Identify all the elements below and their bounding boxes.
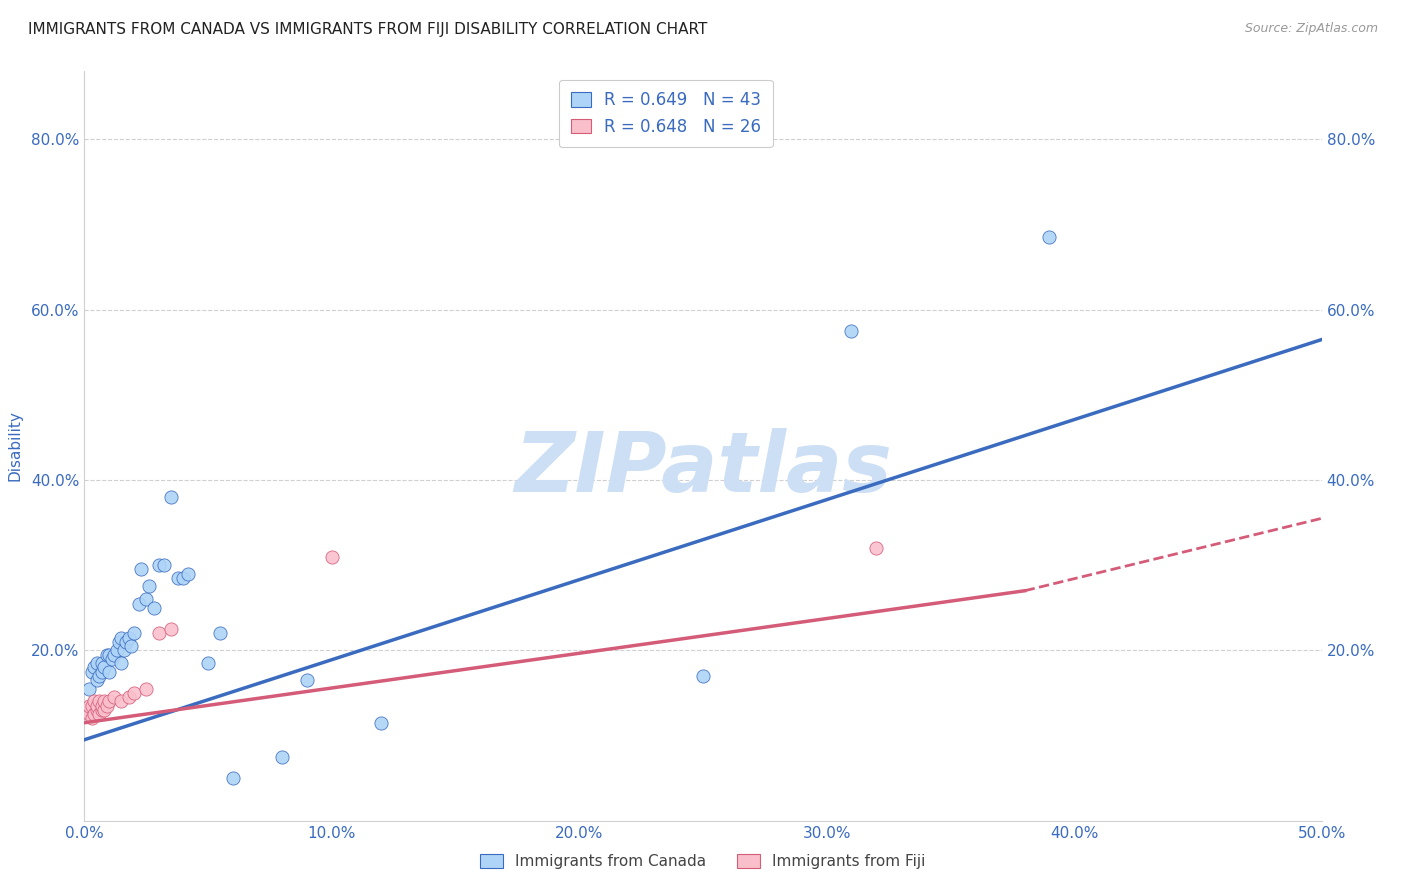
Point <box>79 681 101 696</box>
Point <box>110 694 132 708</box>
Point <box>98 648 121 662</box>
Point <box>80 711 103 725</box>
Point <box>115 635 138 649</box>
Point <box>86 698 108 713</box>
Point <box>80 698 103 713</box>
Point <box>79 707 101 722</box>
Point <box>135 592 157 607</box>
Point <box>148 626 170 640</box>
Point <box>222 771 245 785</box>
Point <box>100 652 122 666</box>
Point <box>89 707 111 722</box>
Point <box>122 686 145 700</box>
Point <box>295 673 318 688</box>
Point <box>96 648 118 662</box>
Point <box>79 698 101 713</box>
Point <box>89 669 111 683</box>
Point <box>80 665 103 679</box>
Point <box>128 597 150 611</box>
Point <box>135 681 157 696</box>
Point <box>90 665 112 679</box>
Point <box>118 690 141 705</box>
Point <box>90 698 112 713</box>
Point <box>122 626 145 640</box>
Point <box>152 558 174 573</box>
Point <box>172 571 194 585</box>
Point <box>841 324 863 338</box>
Point <box>96 698 118 713</box>
Point <box>112 643 135 657</box>
Point <box>160 622 183 636</box>
Point <box>86 673 108 688</box>
Point <box>83 707 105 722</box>
Point <box>865 541 887 556</box>
Point <box>692 669 714 683</box>
Point <box>83 694 105 708</box>
Point <box>120 639 142 653</box>
Point <box>138 580 160 594</box>
Point <box>90 656 112 670</box>
Point <box>129 562 152 576</box>
Point <box>167 571 190 585</box>
Point <box>89 694 111 708</box>
Y-axis label: Disability: Disability <box>7 410 22 482</box>
Text: IMMIGRANTS FROM CANADA VS IMMIGRANTS FROM FIJI DISABILITY CORRELATION CHART: IMMIGRANTS FROM CANADA VS IMMIGRANTS FRO… <box>28 22 707 37</box>
Legend: R = 0.649   N = 43, R = 0.648   N = 26: R = 0.649 N = 43, R = 0.648 N = 26 <box>560 79 773 147</box>
Point <box>86 656 108 670</box>
Point <box>110 656 132 670</box>
Point <box>108 635 131 649</box>
Point <box>209 626 232 640</box>
Point <box>142 600 165 615</box>
Point <box>86 703 108 717</box>
Legend: Immigrants from Canada, Immigrants from Fiji: Immigrants from Canada, Immigrants from … <box>474 848 932 875</box>
Point <box>93 703 115 717</box>
Point <box>118 631 141 645</box>
Point <box>93 694 115 708</box>
Point <box>110 631 132 645</box>
Point <box>103 690 125 705</box>
Point <box>370 715 392 730</box>
Point <box>148 558 170 573</box>
Point <box>93 660 115 674</box>
Text: ZIPatlas: ZIPatlas <box>515 428 891 509</box>
Text: Source: ZipAtlas.com: Source: ZipAtlas.com <box>1244 22 1378 36</box>
Point <box>1038 230 1060 244</box>
Point <box>76 703 98 717</box>
Point <box>90 703 112 717</box>
Point <box>177 566 200 581</box>
Point <box>105 643 128 657</box>
Point <box>83 660 105 674</box>
Point <box>197 656 219 670</box>
Point <box>160 490 183 504</box>
Point <box>271 749 294 764</box>
Point <box>321 549 343 564</box>
Point <box>98 694 121 708</box>
Point <box>103 648 125 662</box>
Point <box>98 665 121 679</box>
